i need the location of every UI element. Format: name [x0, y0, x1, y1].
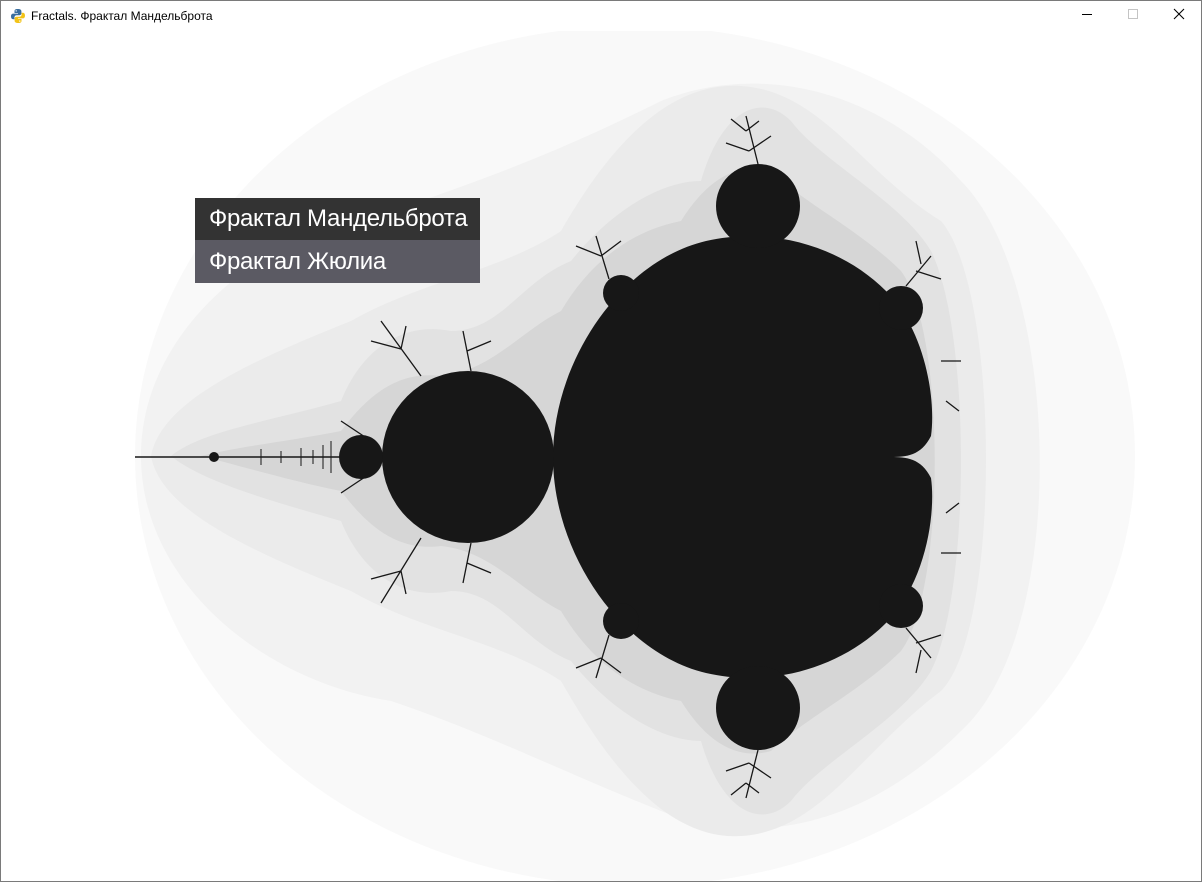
- fractal-canvas[interactable]: Фрактал Мандельброта Фрактал Жюлиа: [1, 31, 1201, 881]
- close-button[interactable]: [1156, 1, 1201, 31]
- window-title: Fractals. Фрактал Мандельброта: [31, 9, 213, 23]
- maximize-icon: [1127, 7, 1139, 25]
- minimize-button[interactable]: [1064, 1, 1110, 31]
- menu-item-mandelbrot[interactable]: Фрактал Мандельброта: [195, 198, 480, 240]
- minimize-icon: [1081, 7, 1093, 25]
- menu-item-julia[interactable]: Фрактал Жюлиа: [195, 240, 480, 283]
- title-bar[interactable]: Fractals. Фрактал Мандельброта: [1, 1, 1201, 31]
- close-icon: [1173, 7, 1185, 25]
- fractal-menu: Фрактал Мандельброта Фрактал Жюлиа: [195, 198, 480, 283]
- maximize-button[interactable]: [1110, 1, 1156, 31]
- mandelbrot-set-render: [135, 31, 1135, 881]
- python-logo-icon: [10, 8, 26, 24]
